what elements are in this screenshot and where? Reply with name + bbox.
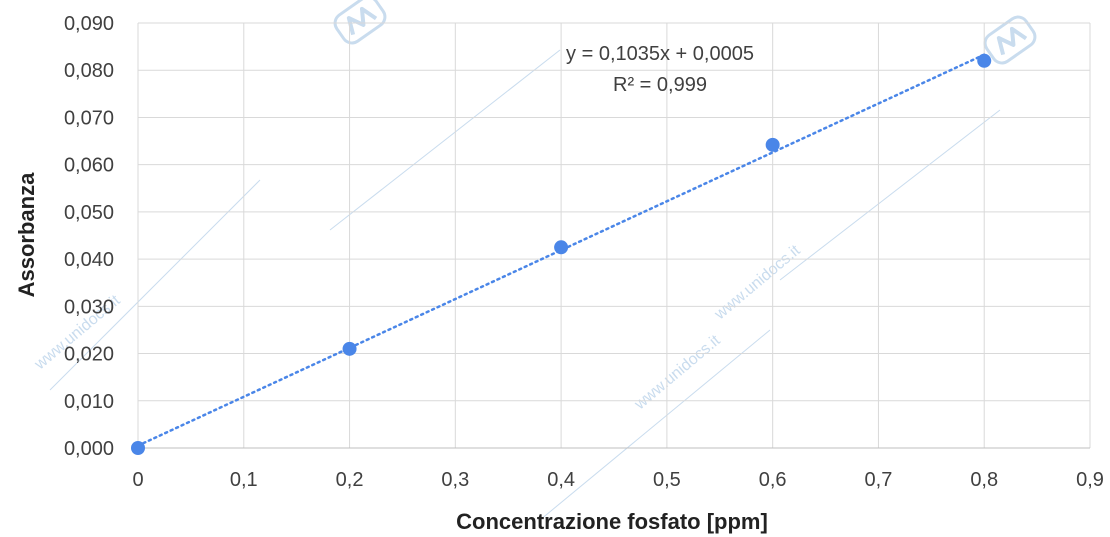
trendline-group (136, 53, 986, 447)
watermark-logo-icon (983, 15, 1037, 65)
y-tick-label: 0,030 (64, 296, 114, 318)
trendline-r-squared: R² = 0,999 (613, 74, 707, 96)
y-tick-labels: 0,000 0,010 0,020 0,030 0,040 0,050 0,060 0,070… (64, 13, 114, 460)
watermark-line (329, 49, 561, 231)
data-point (131, 441, 145, 455)
y-axis-title: Assorbanza (14, 172, 39, 297)
y-tick-label: 0,040 (64, 249, 114, 271)
x-tick-label: 0,8 (970, 469, 998, 491)
data-point (342, 341, 357, 356)
y-tick-label: 0,010 (64, 391, 114, 413)
x-tick-label: 0 (132, 469, 143, 491)
x-tick-label: 0,2 (336, 469, 364, 491)
watermark-text: www.unidocs.it (711, 242, 804, 324)
y-tick-label: 0,080 (64, 60, 114, 82)
y-tick-label: 0,000 (64, 438, 114, 460)
watermark-line (49, 179, 261, 391)
x-tick-label: 0,1 (230, 469, 258, 491)
y-tick-label: 0,090 (64, 13, 114, 35)
x-tick-label: 0,5 (653, 469, 681, 491)
x-tick-label: 0,4 (547, 469, 575, 491)
watermark: www.unidocs.it www.unidocs.itwww.unidocs.… (31, 0, 1037, 521)
x-tick-label: 0,7 (865, 469, 893, 491)
data-points (131, 53, 992, 455)
x-tick-label: 0,6 (759, 469, 787, 491)
data-point (554, 240, 569, 255)
trendline (136, 53, 986, 447)
y-tick-label: 0,060 (64, 155, 114, 177)
watermark-logo-icon (333, 0, 387, 45)
y-tick-label: 0,050 (64, 202, 114, 224)
watermark-line (539, 329, 771, 521)
y-tick-label: 0,020 (64, 344, 114, 366)
grid (137, 22, 1091, 449)
x-tick-label: 0,3 (441, 469, 469, 491)
trendline-equation: y = 0,1035x + 0,0005 (566, 43, 754, 65)
watermark-line (779, 109, 1001, 281)
watermark-text: www.unidocs.it (631, 332, 724, 414)
data-point (765, 137, 780, 152)
x-tick-labels: 0 0,1 0,2 0,3 0,4 0,5 0,6 0,7 0,8 0,9 (132, 469, 1103, 491)
x-tick-label: 0,9 (1076, 469, 1104, 491)
data-point (977, 53, 992, 68)
x-axis-title: Concentrazione fosfato [ppm] (456, 509, 768, 534)
y-tick-label: 0,070 (64, 107, 114, 129)
